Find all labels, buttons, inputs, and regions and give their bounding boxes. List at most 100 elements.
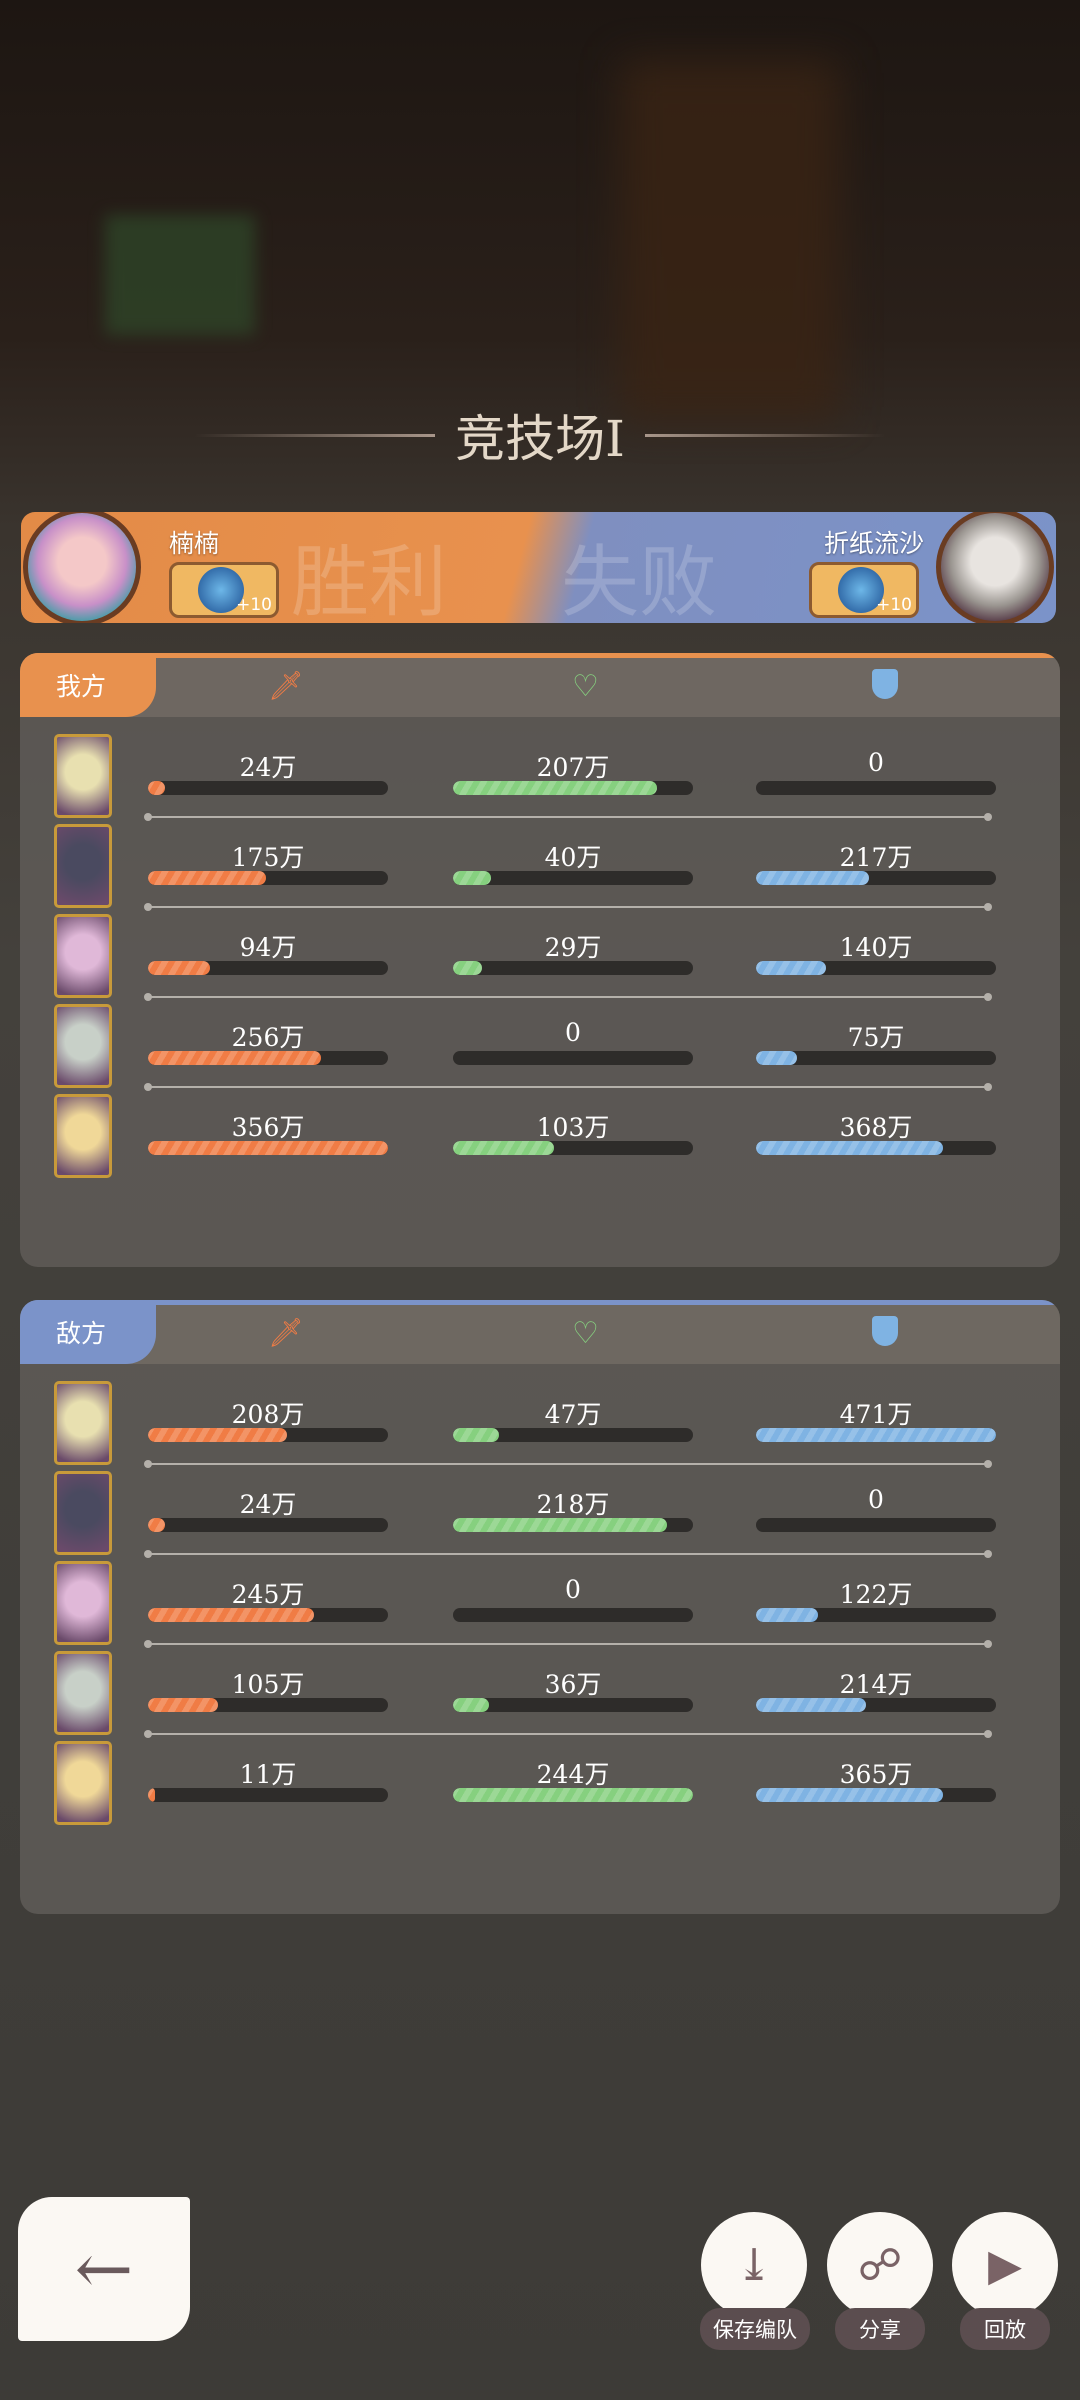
page-title: 竞技场Ⅰ — [455, 410, 625, 468]
attack-bar-fill — [148, 1608, 314, 1622]
shield-value: 214万 — [839, 1670, 913, 1699]
attack-bar-fill — [148, 1788, 156, 1802]
left-player-avatar[interactable] — [23, 512, 141, 623]
attack-bar — [148, 1428, 388, 1442]
heal-bar — [453, 1428, 693, 1442]
attack-bar-fill — [148, 961, 211, 975]
attack-value: 245万 — [231, 1580, 305, 1609]
hero-portrait[interactable] — [54, 1094, 112, 1178]
shield-icon — [872, 1316, 898, 1346]
attack-bar-fill — [148, 871, 266, 885]
heal-heart-icon: ♡ — [572, 1316, 599, 1351]
hero-stat-row[interactable]: 208万 47万 471万 — [20, 1381, 1060, 1513]
hero-portrait[interactable] — [54, 1561, 112, 1645]
attack-bar — [148, 1788, 388, 1802]
hero-stat-row[interactable]: 94万 29万 140万 — [20, 914, 1060, 1046]
enemy-team-panel: 敌方 🗡 ♡ 208万 47万 471万 24万 218万 0 245万 0 1… — [20, 1300, 1060, 1914]
attack-bar — [148, 781, 388, 795]
panel-accent — [20, 653, 1060, 658]
replay-button[interactable]: ▶ — [952, 2212, 1058, 2318]
hero-stat-row[interactable]: 11万 244万 365万 — [20, 1741, 1060, 1873]
download-icon: ⤓ — [735, 2239, 773, 2291]
attack-value: 356万 — [231, 1113, 305, 1142]
hero-portrait[interactable] — [54, 1651, 112, 1735]
attack-value: 24万 — [239, 753, 297, 782]
shield-value: 0 — [868, 748, 884, 777]
heal-heart-icon: ♡ — [572, 669, 599, 704]
left-player-name: 楠楠 — [169, 529, 220, 558]
attack-bar-fill — [148, 1051, 321, 1065]
hero-portrait[interactable] — [54, 1471, 112, 1555]
shield-value: 365万 — [839, 1760, 913, 1789]
hero-stat-row[interactable]: 356万 103万 368万 — [20, 1094, 1060, 1226]
heal-bar — [453, 871, 693, 885]
shield-bar — [756, 1788, 996, 1802]
title-divider-left — [195, 433, 436, 437]
attack-value: 175万 — [231, 843, 305, 872]
right-player-avatar[interactable] — [936, 512, 1054, 623]
lose-text: 失败 — [561, 538, 718, 623]
row-divider — [144, 993, 992, 1001]
shield-bar-fill — [756, 1141, 944, 1155]
hero-portrait[interactable] — [54, 1004, 112, 1088]
left-bonus: +10 — [236, 595, 272, 615]
shield-bar-fill — [756, 1608, 819, 1622]
hero-stat-row[interactable]: 175万 40万 217万 — [20, 824, 1060, 956]
shield-bar-fill — [756, 871, 869, 885]
shield-value: 140万 — [839, 933, 913, 962]
share-button[interactable]: ☍ — [827, 2212, 933, 2318]
team-label: 我方 — [20, 653, 156, 717]
heal-bar-fill — [453, 1698, 489, 1712]
shield-bar-fill — [756, 1051, 797, 1065]
attack-bar — [148, 1608, 388, 1622]
attack-bar — [148, 1051, 388, 1065]
shield-bar — [756, 781, 996, 795]
shield-bar-fill — [756, 1698, 867, 1712]
hero-stat-row[interactable]: 24万 207万 0 — [20, 734, 1060, 866]
hero-stat-row[interactable]: 245万 0 122万 — [20, 1561, 1060, 1693]
panel-accent — [20, 1300, 1060, 1305]
row-divider — [144, 1730, 992, 1738]
attack-bar — [148, 961, 388, 975]
heal-bar-fill — [453, 1518, 667, 1532]
attack-value: 94万 — [239, 933, 297, 962]
heal-bar — [453, 1141, 693, 1155]
heal-value: 36万 — [544, 1670, 602, 1699]
heal-value: 29万 — [544, 933, 602, 962]
shield-bar — [756, 1608, 996, 1622]
share-icon: ☍ — [857, 2239, 903, 2291]
back-button[interactable]: ← — [18, 2197, 190, 2341]
attack-bar-fill — [148, 1518, 165, 1532]
rank-orb-icon — [838, 567, 884, 613]
title-bar: 竞技场Ⅰ — [0, 395, 1080, 475]
save-team-button[interactable]: ⤓ — [701, 2212, 807, 2318]
shield-bar-fill — [756, 961, 826, 975]
hero-stat-row[interactable]: 24万 218万 0 — [20, 1471, 1060, 1603]
replay-label[interactable]: 回放 — [960, 2308, 1050, 2350]
heal-bar-fill — [453, 781, 657, 795]
heal-bar-fill — [453, 1428, 499, 1442]
right-rank-badge: +10 — [809, 562, 919, 618]
shield-value: 75万 — [847, 1023, 905, 1052]
our-team-panel: 我方 🗡 ♡ 24万 207万 0 175万 40万 217万 94万 29万 … — [20, 653, 1060, 1267]
save-team-label[interactable]: 保存编队 — [700, 2308, 810, 2350]
hero-portrait[interactable] — [54, 914, 112, 998]
heal-bar — [453, 1518, 693, 1532]
hero-portrait[interactable] — [54, 1741, 112, 1825]
hero-stat-row[interactable]: 105万 36万 214万 — [20, 1651, 1060, 1783]
shield-bar — [756, 1518, 996, 1532]
shield-bar — [756, 1428, 996, 1442]
shield-bar — [756, 961, 996, 975]
attack-bar-fill — [148, 781, 165, 795]
title-divider-right — [644, 433, 885, 437]
attack-bar — [148, 871, 388, 885]
attack-sword-icon: 🗡 — [268, 669, 304, 702]
hero-portrait[interactable] — [54, 734, 112, 818]
heal-bar — [453, 781, 693, 795]
attack-sword-icon: 🗡 — [268, 1316, 304, 1349]
hero-portrait[interactable] — [54, 1381, 112, 1465]
share-label[interactable]: 分享 — [835, 2308, 925, 2350]
heal-bar-fill — [453, 961, 482, 975]
hero-portrait[interactable] — [54, 824, 112, 908]
hero-stat-row[interactable]: 256万 0 75万 — [20, 1004, 1060, 1136]
